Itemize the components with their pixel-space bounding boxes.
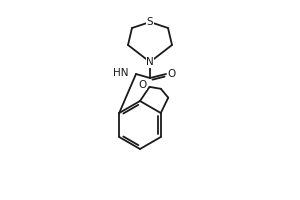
- Text: HN: HN: [112, 68, 128, 78]
- Text: N: N: [146, 57, 154, 67]
- Text: S: S: [147, 17, 153, 27]
- Text: O: O: [168, 69, 176, 79]
- Text: O: O: [138, 80, 147, 90]
